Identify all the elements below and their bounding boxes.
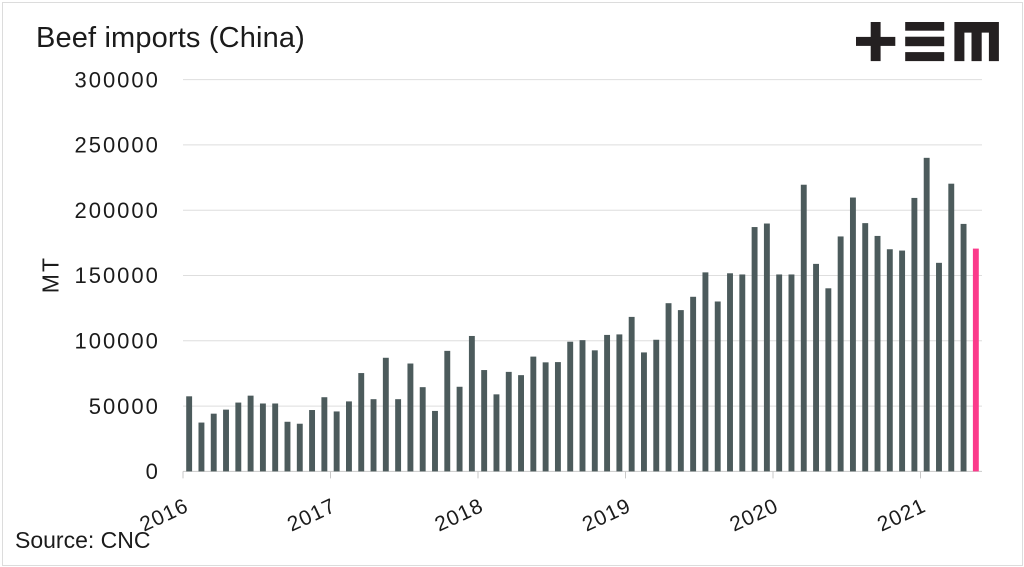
svg-text:2017: 2017	[284, 494, 340, 536]
svg-text:300000: 300000	[74, 67, 159, 92]
svg-text:0: 0	[146, 459, 160, 484]
svg-text:50000: 50000	[89, 394, 160, 419]
svg-text:2018: 2018	[431, 494, 487, 536]
svg-text:2019: 2019	[579, 494, 635, 536]
svg-text:2021: 2021	[874, 494, 930, 536]
svg-text:250000: 250000	[74, 133, 159, 158]
svg-text:2020: 2020	[726, 494, 782, 536]
svg-text:MT: MT	[38, 256, 64, 293]
svg-text:200000: 200000	[74, 198, 159, 223]
svg-text:150000: 150000	[74, 263, 159, 288]
svg-text:100000: 100000	[74, 329, 159, 354]
